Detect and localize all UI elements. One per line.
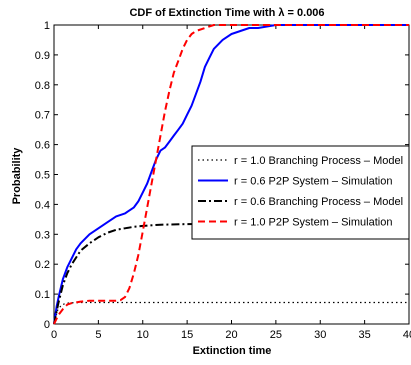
legend-entry-label: r = 1.0 P2P System – Simulation (234, 217, 392, 229)
x-axis-ticks: 0 5 10 15 20 25 30 35 40 (51, 25, 411, 341)
series-line-1 (53, 301, 409, 325)
legend: r = 1.0 Branching Process – Model r = 0.6… (191, 145, 410, 240)
y-tick-label: 0.6 (35, 140, 50, 152)
x-tick-label: 35 (359, 329, 371, 341)
x-tick-label: 0 (51, 329, 57, 341)
y-tick-label: 0 (44, 319, 50, 331)
x-tick-label: 25 (270, 329, 282, 341)
legend-entry-label: r = 0.6 Branching Process – Model (234, 196, 403, 208)
series-line-2 (53, 24, 409, 325)
y-tick-label: 0.1 (35, 289, 50, 301)
y-axis-label: Probability (11, 147, 23, 205)
x-axis-label: Extinction time (193, 345, 272, 357)
y-tick-label: 0.5 (35, 170, 50, 182)
x-tick-label: 15 (181, 329, 193, 341)
y-tick-label: 0.8 (35, 80, 50, 92)
x-tick-label: 10 (137, 329, 149, 341)
series-line-4 (53, 24, 409, 325)
y-axis-ticks: 0 0.1 0.2 0.3 0.4 0.5 0.6 0.7 0.8 0.9 1 (35, 20, 409, 331)
legend-entry-label: r = 1.0 Branching Process – Model (234, 155, 403, 167)
y-tick-label: 1 (44, 20, 50, 32)
chart-title: CDF of Extinction Time with λ = 0.006 (129, 7, 324, 19)
y-tick-label: 0.7 (35, 110, 50, 122)
legend-box (191, 145, 410, 240)
y-tick-label: 0.3 (35, 229, 50, 241)
x-tick-label: 5 (95, 329, 101, 341)
x-tick-label: 20 (225, 329, 237, 341)
x-tick-label: 40 (403, 329, 411, 341)
y-tick-label: 0.9 (35, 50, 50, 62)
legend-entry-label: r = 0.6 P2P System – Simulation (234, 176, 392, 188)
y-tick-label: 0.2 (35, 259, 50, 271)
x-tick-label: 30 (314, 329, 326, 341)
y-tick-label: 0.4 (35, 199, 50, 211)
